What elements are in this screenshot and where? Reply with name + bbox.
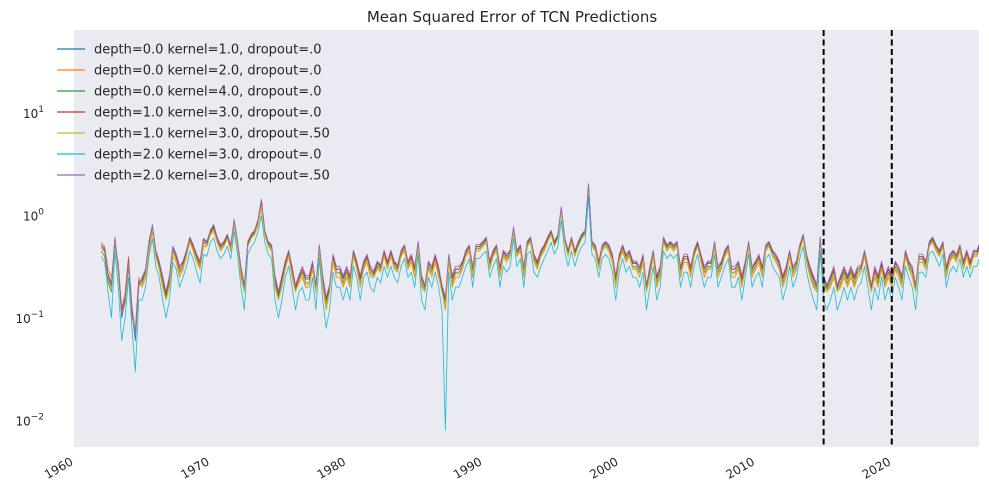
chart-title: Mean Squared Error of TCN Predictions <box>367 8 658 26</box>
y-axis: 10−2 10−1 100 101 <box>15 105 44 428</box>
legend-label: depth=0.0 kernel=1.0, dropout=.0 <box>94 43 322 58</box>
series-line-3 <box>100 186 979 335</box>
y-tick-label: 101 <box>23 105 44 121</box>
vertical-markers <box>822 30 893 447</box>
series-line-5 <box>100 187 979 335</box>
legend-label: depth=1.0 kernel=3.0, dropout=.0 <box>94 106 322 121</box>
series-lines <box>100 183 979 431</box>
legend-label: depth=2.0 kernel=3.0, dropout=.50 <box>94 169 330 184</box>
series-line-6 <box>100 197 979 431</box>
legend-label: depth=0.0 kernel=4.0, dropout=.0 <box>94 85 322 100</box>
y-tick-label: 10−2 <box>15 412 44 428</box>
y-tick-label: 100 <box>23 208 44 224</box>
legend-label: depth=2.0 kernel=3.0, dropout=.0 <box>94 148 322 163</box>
legend-label: depth=0.0 kernel=2.0, dropout=.0 <box>94 64 322 79</box>
series-line-7 <box>100 183 979 335</box>
legend: depth=0.0 kernel=1.0, dropout=.0 depth=0.… <box>57 43 330 184</box>
legend-label: depth=1.0 kernel=3.0, dropout=.50 <box>94 127 330 142</box>
plot-area <box>74 30 979 447</box>
y-tick-label: 10−1 <box>15 310 44 326</box>
plot-background <box>74 30 979 447</box>
series-line-4 <box>100 185 979 335</box>
